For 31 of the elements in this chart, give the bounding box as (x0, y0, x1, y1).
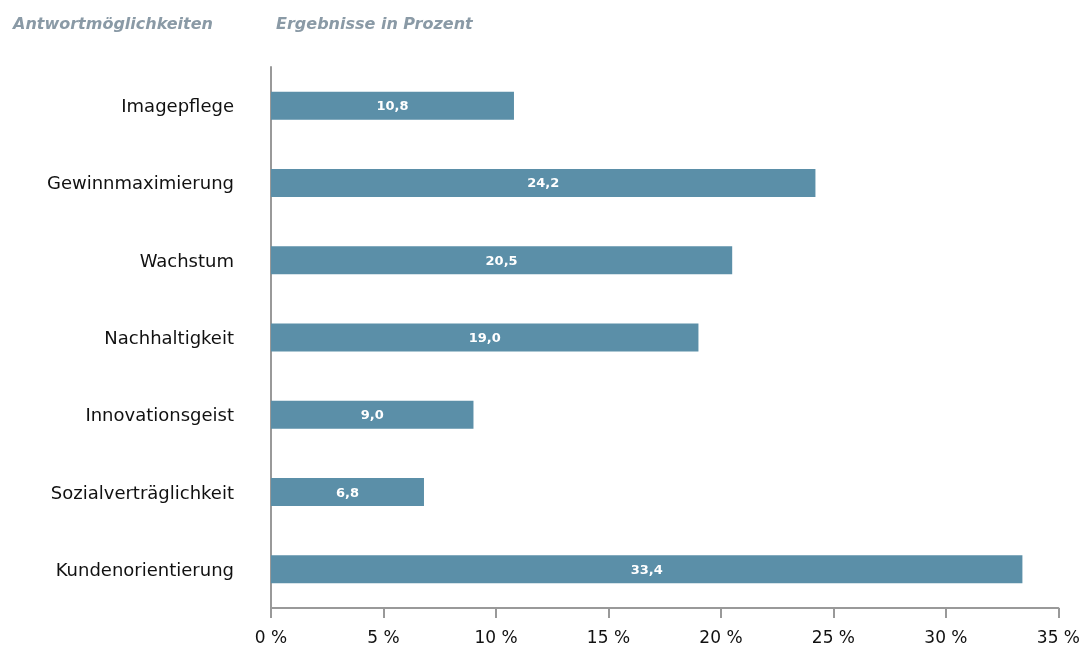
y-tick-label: Innovationsgeist (85, 404, 234, 426)
x-axis-title: Ergebnisse in Prozent (276, 13, 475, 33)
y-axis-title: Antwortmöglichkeiten (11, 13, 213, 33)
x-tick-label: 15 % (586, 626, 631, 647)
data-label: 6,8 (335, 484, 360, 500)
data-label: 24,2 (527, 175, 560, 191)
x-tick-label: 20 % (699, 626, 743, 647)
bar (271, 323, 699, 352)
bar (271, 91, 514, 120)
y-tick-label: Sozialverträglichkeit (50, 481, 234, 503)
y-tick-label: Kundenorientierung (55, 558, 234, 580)
x-tick-label: 0 % (254, 626, 288, 647)
bar (271, 400, 474, 429)
bar (271, 168, 816, 197)
x-tick-label: 25 % (811, 626, 856, 647)
y-tick-label: Nachhaltigkeit (104, 327, 234, 348)
bar (271, 246, 733, 275)
data-label: 19,0 (468, 330, 501, 345)
data-label: 9,0 (360, 407, 384, 423)
x-tick-label: 30 % (924, 626, 968, 647)
data-label: 10,8 (376, 98, 409, 114)
bar (271, 478, 424, 507)
data-label: 20,5 (485, 252, 518, 268)
data-label: 33,4 (630, 561, 663, 577)
x-tick-label: 35 % (1036, 626, 1081, 647)
bar (271, 555, 1023, 584)
y-tick-label: Gewinnmaximierung (46, 172, 234, 194)
x-tick-label: 10 % (474, 626, 518, 647)
y-tick-label: Wachstum (139, 249, 234, 271)
y-tick-label: Imagepflege (121, 95, 234, 117)
x-tick-label: 5 % (367, 626, 400, 647)
